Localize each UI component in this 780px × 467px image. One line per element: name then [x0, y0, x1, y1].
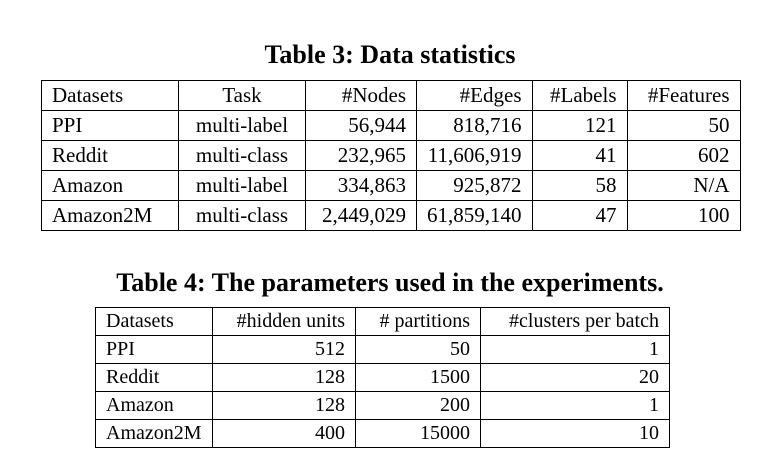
table-cell: 61,859,140: [416, 200, 533, 231]
table-header-row: Datasets Task #Nodes #Edges #Labels #Fea…: [41, 80, 741, 111]
header-cell: #Features: [626, 80, 741, 111]
table-cell: 200: [355, 391, 481, 420]
table-cell: Amazon: [95, 391, 213, 420]
table-cell: 818,716: [416, 110, 533, 141]
table-row: Reddit multi-class 232,965 11,606,919 41…: [41, 140, 741, 171]
header-cell: # partitions: [355, 307, 481, 336]
header-cell: Task: [178, 80, 306, 111]
table-cell: 1500: [355, 363, 481, 392]
table-cell: 50: [355, 335, 481, 364]
table-cell: multi-class: [178, 140, 306, 171]
data-statistics-table: Datasets Task #Nodes #Edges #Labels #Fea…: [41, 80, 741, 231]
table-cell: Amazon: [41, 170, 179, 201]
table-cell: 41: [531, 140, 628, 171]
table-row: PPI 512 50 1: [95, 335, 670, 364]
table-cell: 400: [212, 419, 356, 448]
table-cell: 512: [212, 335, 356, 364]
table-cell: 334,863: [305, 170, 417, 201]
table-cell: 58: [531, 170, 628, 201]
experiment-parameters-table: Datasets #hidden units # partitions #clu…: [95, 307, 670, 448]
table-cell: 121: [531, 110, 628, 141]
table-row: PPI multi-label 56,944 818,716 121 50: [41, 110, 741, 141]
table-cell: 925,872: [416, 170, 533, 201]
table-row: Amazon multi-label 334,863 925,872 58 N/…: [41, 170, 741, 201]
table-header-row: Datasets #hidden units # partitions #clu…: [95, 307, 670, 336]
table-cell: 11,606,919: [416, 140, 533, 171]
table-cell: 20: [480, 363, 670, 392]
table-cell: Reddit: [41, 140, 179, 171]
table-cell: 47: [531, 200, 628, 231]
table-cell: Amazon2M: [95, 419, 213, 448]
table-row: Amazon 128 200 1: [95, 391, 670, 420]
table-cell: 56,944: [305, 110, 417, 141]
table-cell: 128: [212, 391, 356, 420]
header-cell: #hidden units: [212, 307, 356, 336]
table3-caption: Table 3: Data statistics: [264, 40, 516, 69]
table-cell: PPI: [95, 335, 213, 364]
table-cell: N/A: [626, 170, 741, 201]
header-cell: #clusters per batch: [480, 307, 670, 336]
header-cell: #Labels: [531, 80, 628, 111]
table-cell: PPI: [41, 110, 179, 141]
header-cell: Datasets: [41, 80, 179, 111]
table-cell: 100: [626, 200, 741, 231]
table-cell: 15000: [355, 419, 481, 448]
table-row: Amazon2M 400 15000 10: [95, 419, 670, 448]
table-cell: 10: [480, 419, 670, 448]
table-cell: 50: [626, 110, 741, 141]
table-cell: 1: [480, 335, 670, 364]
header-cell: #Edges: [416, 80, 533, 111]
table-cell: 602: [626, 140, 741, 171]
header-cell: Datasets: [95, 307, 213, 336]
table-cell: multi-label: [178, 170, 306, 201]
table-cell: Reddit: [95, 363, 213, 392]
table-cell: Amazon2M: [41, 200, 179, 231]
table-cell: multi-class: [178, 200, 306, 231]
table-cell: 1: [480, 391, 670, 420]
table-row: Reddit 128 1500 20: [95, 363, 670, 392]
table-cell: multi-label: [178, 110, 306, 141]
header-cell: #Nodes: [305, 80, 417, 111]
table-cell: 232,965: [305, 140, 417, 171]
table-row: Amazon2M multi-class 2,449,029 61,859,14…: [41, 200, 741, 231]
table-cell: 128: [212, 363, 356, 392]
table-cell: 2,449,029: [305, 200, 417, 231]
table4-caption: Table 4: The parameters used in the expe…: [116, 268, 664, 297]
